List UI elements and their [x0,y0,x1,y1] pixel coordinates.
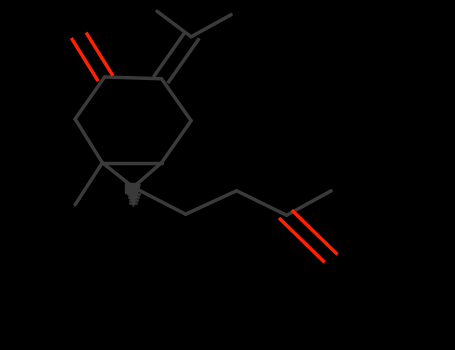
Bar [125,183,136,193]
Polygon shape [126,184,140,206]
